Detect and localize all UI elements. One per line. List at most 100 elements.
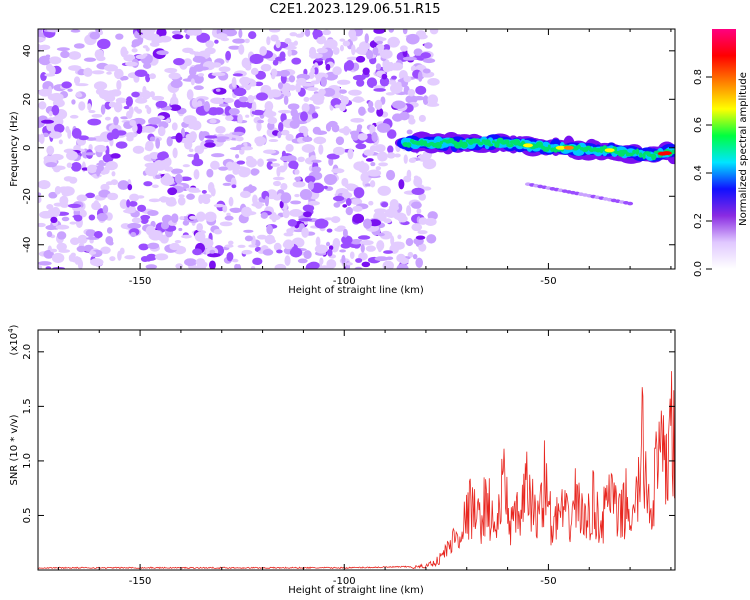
spectrogram-noise-blob — [238, 101, 250, 108]
spectrogram-noise-blob — [377, 232, 385, 237]
spectrogram-noise-blob — [339, 38, 346, 42]
spectrogram-noise-blob — [351, 98, 365, 102]
spectrogram-noise-blob — [397, 241, 405, 248]
spectrogram-noise-blob — [50, 216, 58, 223]
spectrogram-noise-blob — [285, 133, 294, 141]
spectrogram-noise-blob — [215, 136, 230, 140]
spectrogram-noise-blob — [38, 222, 46, 228]
spectrogram-noise-blob — [245, 185, 257, 192]
spectrogram-noise-blob — [405, 95, 418, 104]
spectrogram-y-label: Frequency (Hz) — [9, 111, 20, 187]
spectrogram-noise-blob — [142, 85, 147, 96]
spectrogram-noise-blob — [145, 257, 152, 262]
spectrogram-noise-blob — [206, 168, 214, 178]
spectrogram-noise-blob — [281, 129, 290, 136]
figure-title: C2E1.2023.129.06.51.R15 — [269, 2, 441, 17]
spectrogram-noise-blob — [124, 255, 136, 260]
spectrogram-noise-blob — [268, 139, 279, 143]
spectrogram-noise-blob — [339, 44, 344, 52]
spectrogram-signal-blob — [547, 144, 551, 150]
spectrogram-noise-blob — [396, 81, 402, 89]
spectrogram-noise-blob — [106, 227, 113, 234]
spectrogram-noise-blob — [297, 258, 308, 264]
spectrogram-noise-blob — [326, 153, 340, 160]
spectrogram-noise-blob — [188, 215, 197, 220]
colorbar: 0.0 0.2 0.4 0.6 0.8 Normalized spectral ampl… — [693, 29, 749, 277]
spectrogram-noise-blob — [248, 31, 257, 40]
y-tick-label: 0 — [22, 145, 33, 151]
spectrogram-noise-blob — [78, 135, 89, 141]
spectrogram-noise-blob — [136, 195, 145, 199]
spectrogram-noise-blob — [332, 66, 342, 76]
spectrogram-noise-blob — [175, 263, 183, 269]
colorbar-label: Normalized spectral amplitude — [738, 72, 749, 226]
spectrogram-noise-blob — [307, 200, 320, 206]
spectrogram-noise-blob — [235, 154, 240, 159]
spectrogram-noise-blob — [61, 216, 70, 222]
spectrogram-noise-blob — [233, 87, 247, 97]
colorbar-tick-label: 0.2 — [693, 213, 704, 229]
spectrogram-noise-blob — [376, 122, 391, 133]
spectrogram-noise-blob — [357, 235, 371, 240]
spectrogram-noise-blob — [224, 29, 238, 37]
spectrogram-noise-blob — [338, 127, 352, 134]
spectrogram-noise-blob — [289, 247, 303, 258]
spectrogram-noise-blob — [39, 133, 45, 145]
spectrogram-noise-blob — [260, 212, 269, 219]
spectrogram-noise-blob — [91, 201, 101, 211]
spectrogram-noise-blob — [71, 99, 76, 105]
spectrogram-noise-blob — [208, 260, 216, 269]
spectrogram-noise-blob — [96, 55, 106, 62]
spectrogram-noise-blob — [367, 106, 375, 113]
spectrogram-noise-blob — [40, 72, 47, 82]
spectrogram-noise-blob — [415, 235, 426, 240]
spectrogram-noise-blob — [38, 29, 43, 34]
spectrogram-noise-blob — [345, 262, 353, 266]
spectrogram-noise-blob — [85, 229, 96, 238]
spectrogram-noise-blob — [172, 147, 178, 159]
spectrogram-noise-blob — [165, 118, 171, 123]
spectrogram-noise-blob — [178, 227, 183, 232]
spectrogram-noise-blob — [256, 92, 268, 101]
spectrogram-noise-blob — [245, 114, 250, 118]
spectrogram-noise-blob — [347, 150, 353, 158]
spectrogram-noise-blob — [402, 29, 408, 35]
spectrogram-noise-blob — [142, 45, 149, 49]
spectrogram-noise-blob — [397, 234, 402, 240]
spectrogram-noise-blob — [100, 183, 110, 192]
spectrogram-noise-blob — [372, 46, 379, 56]
spectrogram-noise-blob — [211, 153, 225, 158]
spectrogram-noise-blob — [131, 91, 140, 98]
spectrogram-noise-blob — [174, 173, 183, 184]
spectrogram-noise-blob — [145, 73, 151, 83]
spectrogram-noise-blob — [135, 54, 146, 60]
spectrogram-noise-blob — [107, 192, 119, 201]
spectrogram-noise-blob — [196, 222, 203, 232]
spectrogram-noise-blob — [364, 33, 369, 44]
spectrogram-signal-blob — [434, 141, 442, 149]
spectrogram-noise-blob — [365, 158, 374, 162]
spectrogram-noise-blob — [333, 202, 341, 208]
spectrogram-noise-blob — [106, 71, 112, 75]
spectrogram-noise-blob — [211, 72, 226, 77]
spectrogram-noise-blob — [117, 99, 122, 107]
spectrogram-noise-blob — [67, 203, 82, 208]
spectrogram-noise-blob — [169, 104, 182, 111]
y-tick-label: 0.5 — [22, 508, 33, 524]
spectrogram-noise-blob — [157, 126, 166, 137]
spectrogram-noise-blob — [251, 101, 257, 112]
spectrogram-noise-blob — [303, 211, 312, 218]
spectrogram-noise-blob — [38, 261, 52, 266]
spectrogram-noise-blob — [281, 150, 286, 158]
spectrogram-noise-blob — [396, 263, 409, 269]
spectrogram-noise-blob — [282, 209, 290, 219]
spectrogram-noise-blob — [144, 63, 150, 69]
spectrogram-noise-blob — [350, 34, 358, 42]
spectrogram-noise-blob — [229, 208, 237, 212]
spectrogram-noise-blob — [85, 192, 96, 199]
spectrogram-noise-blob — [70, 162, 82, 172]
spectrogram-noise-blob — [256, 234, 268, 240]
spectrogram-noise-blob — [342, 40, 351, 47]
spectrogram-noise-blob — [53, 123, 65, 134]
spectrogram-noise-blob — [188, 189, 202, 193]
